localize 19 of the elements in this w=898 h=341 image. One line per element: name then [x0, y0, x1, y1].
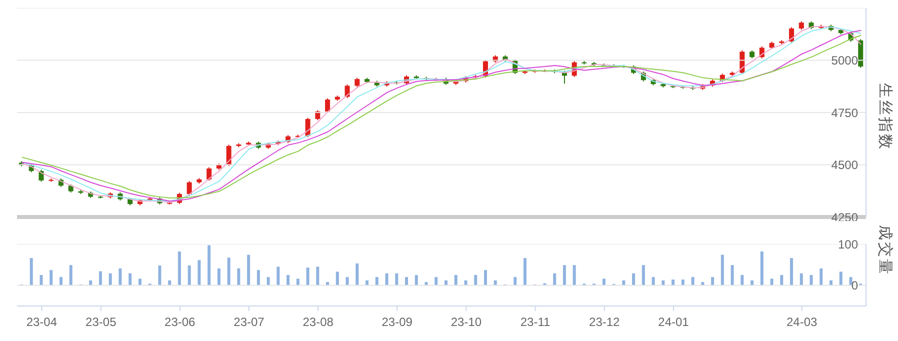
- x-tick-label: 23-10: [450, 315, 482, 329]
- x-tick-label: 23-08: [302, 315, 334, 329]
- x-tick-label: 24-01: [658, 315, 690, 329]
- y-tick-label: 4250: [831, 210, 858, 224]
- x-tick-label: 23-07: [234, 315, 265, 329]
- y-tick-label: 4500: [831, 158, 858, 172]
- x-tick-label: 23-06: [164, 315, 196, 329]
- y-tick-label: 4750: [831, 106, 858, 120]
- x-tick-label: 23-09: [382, 315, 413, 329]
- y-axis-title: 成交量: [876, 224, 894, 276]
- x-tick-label: 24-03: [786, 315, 818, 329]
- x-tick-label: 23-11: [520, 315, 551, 329]
- y-tick-label: 0: [851, 278, 858, 293]
- x-tick-label: 23-05: [86, 315, 117, 329]
- x-tick-label: 23-12: [589, 315, 620, 329]
- y-axis-title: 生丝指数: [876, 82, 894, 150]
- x-tick-label: 23-04: [26, 315, 58, 329]
- y-tick-label: 100: [838, 237, 858, 252]
- y-tick-label: 5000: [831, 54, 858, 68]
